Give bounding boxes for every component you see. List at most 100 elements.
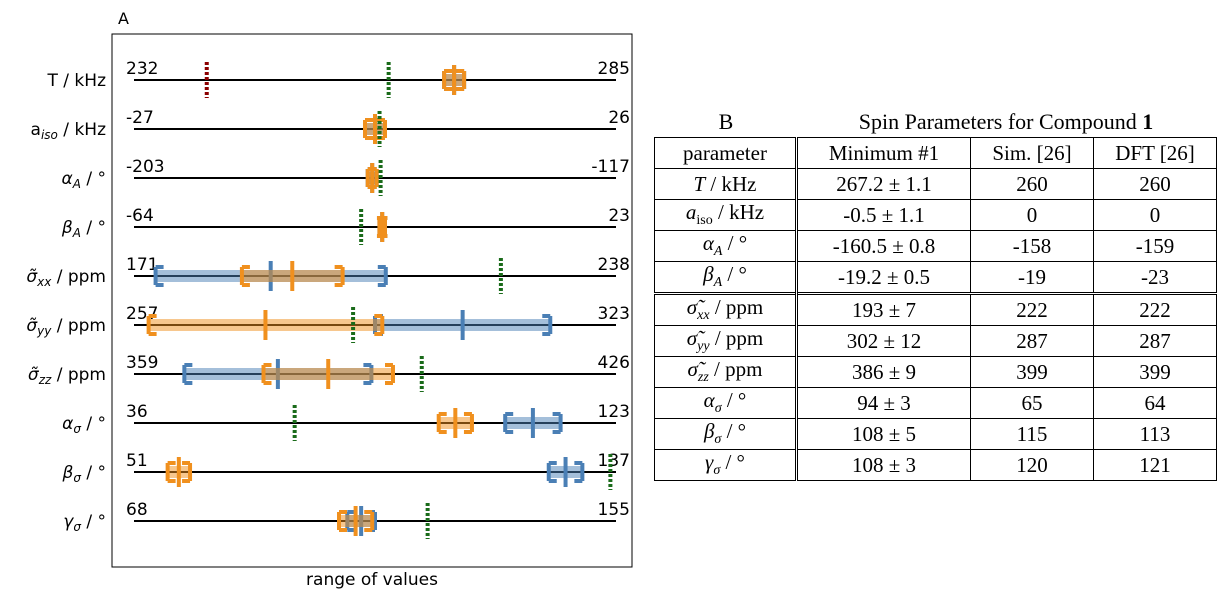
parameter-cell: σ̃zz / ppm — [654, 356, 798, 388]
parameter-subscript: zz — [697, 370, 709, 386]
chart-row-8: 51 137 — [126, 451, 630, 490]
range-min-label: -27 — [126, 108, 154, 128]
table-row: ασ / ° 94 ± 3 65 64 — [654, 387, 1217, 419]
parameter-cell: αA / ° — [654, 230, 798, 262]
parameter-unit: / kHz — [712, 200, 765, 225]
table-row: σ̃yy / ppm 302 ± 12 287 287 — [654, 325, 1217, 357]
parameter-unit: / ° — [720, 450, 745, 475]
parameter-symbol: σ̃ — [687, 357, 698, 382]
table-title-row: B Spin Parameters for Compound 1 — [654, 107, 1217, 137]
parameter-unit: / kHz — [705, 171, 757, 196]
parameter-unit: / ppm — [708, 357, 763, 382]
minimum-value: 94 ± 3 — [796, 387, 971, 419]
table-caption: Spin Parameters for Compound 1 — [798, 109, 1214, 135]
parameter-subscript: A — [713, 244, 723, 260]
sim-value: 120 — [970, 449, 1094, 481]
row-label: σ̃yy / ppm — [26, 316, 106, 338]
parameter-cell: σ̃yy / ppm — [654, 325, 798, 357]
dft-value: 399 — [1093, 356, 1217, 388]
parameter-symbol: α — [703, 388, 715, 413]
parameter-subscript: yy — [697, 339, 710, 355]
minimum-value: 108 ± 3 — [796, 449, 971, 481]
dft-value: 287 — [1093, 325, 1217, 357]
parameter-unit: / ppm — [709, 295, 764, 320]
range-min-label: 359 — [126, 353, 158, 373]
range-min-label: 171 — [126, 255, 158, 275]
parameter-subscript: σ — [714, 432, 722, 448]
parameter-subscript: σ — [713, 463, 721, 479]
parameter-cell: γσ / ° — [654, 449, 798, 481]
row-label: ασ / ° — [62, 414, 106, 436]
minimum-value: 386 ± 9 — [796, 356, 971, 388]
parameter-cell: βσ / ° — [654, 418, 798, 450]
range-max-label: 23 — [608, 206, 630, 226]
dft-value: 64 — [1093, 387, 1217, 419]
sim-value: 399 — [970, 356, 1094, 388]
range-max-label: 123 — [598, 402, 630, 422]
range-max-label: 155 — [598, 500, 630, 520]
range-max-label: 137 — [598, 451, 630, 471]
spin-parameters-table: parameter Minimum #1 Sim. [26] DFT [26] … — [654, 137, 1217, 481]
header-minimum: Minimum #1 — [796, 137, 971, 169]
table-header-row: parameter Minimum #1 Sim. [26] DFT [26] — [654, 137, 1217, 169]
sim-value: 260 — [970, 168, 1094, 200]
minimum-value: 302 ± 12 — [796, 325, 971, 357]
sim-value: -158 — [970, 230, 1094, 262]
minimum-value: 193 ± 7 — [796, 292, 971, 326]
table-row: αA / ° -160.5 ± 0.8 -158 -159 — [654, 230, 1217, 262]
row-label: T / kHz — [47, 71, 107, 91]
parameter-symbol: β — [703, 262, 714, 287]
parameter-symbol: γ — [705, 450, 714, 475]
table-row: aiso / kHz -0.5 ± 1.1 0 0 — [654, 199, 1217, 231]
sim-value: 222 — [970, 292, 1094, 326]
parameter-cell: ασ / ° — [654, 387, 798, 419]
parameter-subscript: xx — [697, 308, 710, 324]
table-caption-compound: 1 — [1142, 109, 1154, 134]
parameter-symbol: T — [693, 171, 706, 196]
range-chart: A 232 285 T / kHz -27 26 aiso / kHz -203 -117 αA… — [26, 9, 633, 590]
sim-value: 0 — [970, 199, 1094, 231]
range-max-label: -117 — [591, 157, 630, 177]
dft-value: 222 — [1093, 292, 1217, 326]
range-min-label: -203 — [126, 157, 165, 177]
range-max-label: 323 — [598, 304, 630, 324]
table-row: βσ / ° 108 ± 5 115 113 — [654, 418, 1217, 450]
minimum-value: -19.2 ± 0.5 — [796, 261, 971, 294]
range-min-label: 36 — [126, 402, 148, 422]
range-max-label: 285 — [598, 59, 630, 79]
parameter-symbol: a — [685, 200, 697, 225]
plot-frame — [111, 33, 633, 568]
parameter-unit: / ° — [722, 262, 747, 287]
table-row: γσ / ° 108 ± 3 120 121 — [654, 449, 1217, 481]
range-min-label: 51 — [126, 451, 148, 471]
chart-row-2: -203 -117 — [126, 157, 630, 196]
parameter-subscript: iso — [696, 213, 713, 229]
row-label: aiso / kHz — [31, 120, 107, 142]
range-min-label: -64 — [126, 206, 154, 226]
parameter-cell: aiso / kHz — [654, 199, 798, 231]
parameter-symbol: α — [702, 231, 714, 256]
header-parameter: parameter — [654, 137, 798, 169]
table-row: T / kHz 267.2 ± 1.1 260 260 — [654, 168, 1217, 200]
table-row: σ̃zz / ppm 386 ± 9 399 399 — [654, 356, 1217, 388]
parameter-subscript: A — [713, 275, 723, 291]
sim-value: -19 — [970, 261, 1094, 294]
row-label: σ̃zz / ppm — [28, 365, 106, 387]
sim-value: 65 — [970, 387, 1094, 419]
row-label: αA / ° — [62, 169, 106, 191]
chart-row-6: 359 426 — [126, 353, 630, 392]
range-max-label: 26 — [608, 108, 630, 128]
header-dft: DFT [26] — [1093, 137, 1217, 169]
chart-row-4: 171 238 — [126, 255, 630, 294]
minimum-value: 108 ± 5 — [796, 418, 971, 450]
parameter-symbol: σ̃ — [686, 326, 698, 351]
parameter-symbol: β — [703, 419, 715, 444]
parameter-cell: βA / ° — [654, 261, 798, 294]
x-axis-label: range of values — [306, 570, 438, 590]
parameter-symbol: σ̃ — [686, 295, 698, 320]
row-label: γσ / ° — [63, 512, 106, 534]
dft-value: -23 — [1093, 261, 1217, 294]
chart-row-5: 257 323 — [126, 304, 630, 343]
sim-value: 287 — [970, 325, 1094, 357]
chart-row-9: 68 155 — [126, 500, 630, 539]
